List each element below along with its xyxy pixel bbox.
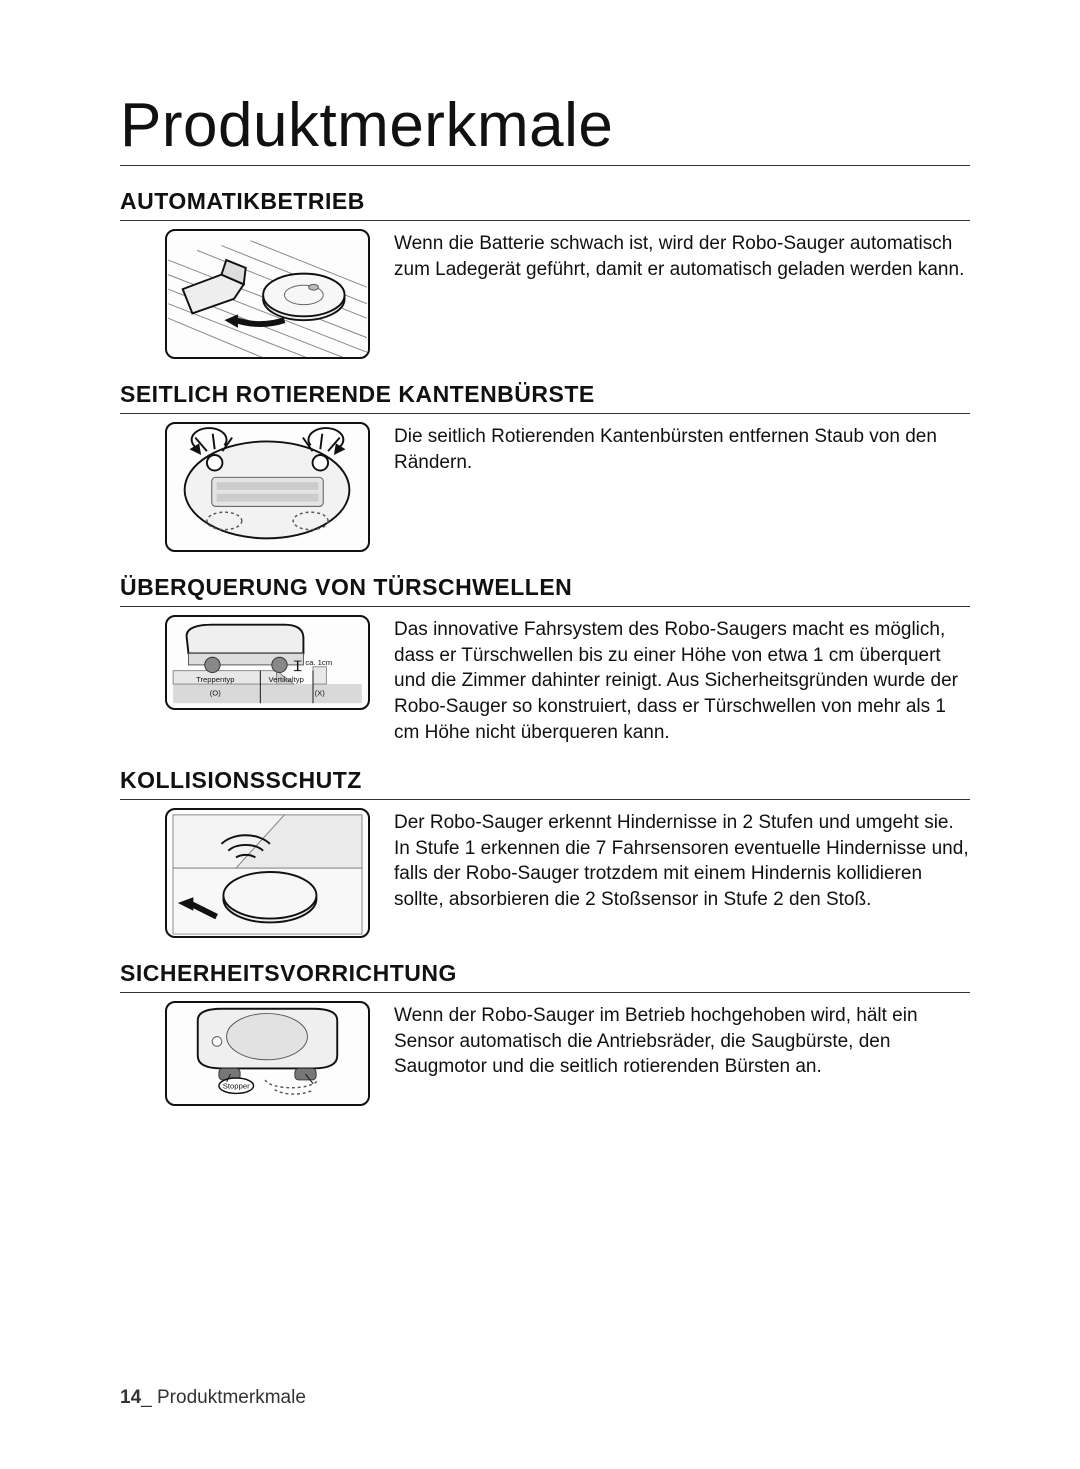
page-number: 14 xyxy=(120,1387,141,1408)
section-body-tuerschwellen: ca. 1cm Treppentyp Vertikaltyp (O) (X) D… xyxy=(120,615,970,745)
collision-avoidance-diagram xyxy=(165,808,370,938)
section-body-sicherheitsvorrichtung: Stopper Wenn der Robo-Sauger im Betrieb … xyxy=(120,1001,970,1106)
section-heading: ÜBERQUERUNG VON TÜRSCHWELLEN xyxy=(120,574,572,601)
section-body-automatikbetrieb: Wenn die Batterie schwach ist, wird der … xyxy=(120,229,970,359)
vertical-type-label: Vertikaltyp xyxy=(269,675,304,684)
section-heading: SEITLICH ROTIERENDE KANTENBÜRSTE xyxy=(120,381,595,408)
section-header-tuerschwellen: ÜBERQUERUNG VON TÜRSCHWELLEN xyxy=(120,574,970,607)
section-heading: KOLLISIONSSCHUTZ xyxy=(120,767,362,794)
footer-label: Produktmerkmale xyxy=(157,1387,306,1408)
page-title-row: Produktmerkmale xyxy=(120,90,970,166)
section-text: Wenn der Robo-Sauger im Betrieb hochgeho… xyxy=(394,1001,970,1080)
step-type-label: Treppentyp xyxy=(196,675,234,684)
section-header-kantenbuerste: SEITLICH ROTIERENDE KANTENBÜRSTE xyxy=(120,381,970,414)
threshold-height-label: ca. 1cm xyxy=(305,658,332,667)
footer-separator: _ xyxy=(141,1387,157,1408)
section-body-kollisionsschutz: Der Robo-Sauger erkennt Hindernisse in 2… xyxy=(120,808,970,938)
lift-stop-safety-diagram: Stopper xyxy=(165,1001,370,1106)
manual-page: Produktmerkmale AUTOMATIKBETRIEB xyxy=(0,0,1080,1469)
robot-goes-to-charger-diagram xyxy=(165,229,370,359)
section-header-automatikbetrieb: AUTOMATIKBETRIEB xyxy=(120,188,970,221)
section-heading: SICHERHEITSVORRICHTUNG xyxy=(120,960,457,987)
section-body-kantenbuerste: Die seitlich Rotierenden Kantenbürsten e… xyxy=(120,422,970,552)
side-rotating-brushes-diagram xyxy=(165,422,370,552)
threshold-not-ok-label: (X) xyxy=(315,689,326,698)
stopper-label: Stopper xyxy=(223,1082,250,1091)
door-threshold-diagram: ca. 1cm Treppentyp Vertikaltyp (O) (X) xyxy=(165,615,370,710)
section-text: Die seitlich Rotierenden Kantenbürsten e… xyxy=(394,422,970,475)
section-header-sicherheitsvorrichtung: SICHERHEITSVORRICHTUNG xyxy=(120,960,970,993)
page-title: Produktmerkmale xyxy=(120,90,970,161)
section-text: Wenn die Batterie schwach ist, wird der … xyxy=(394,229,970,282)
section-header-kollisionsschutz: KOLLISIONSSCHUTZ xyxy=(120,767,970,800)
section-text: Das innovative Fahrsystem des Robo-Sauge… xyxy=(394,615,970,745)
page-footer: 14_ Produktmerkmale xyxy=(120,1387,306,1409)
section-heading: AUTOMATIKBETRIEB xyxy=(120,188,365,215)
section-text: Der Robo-Sauger erkennt Hindernisse in 2… xyxy=(394,808,970,913)
threshold-ok-label: (O) xyxy=(210,689,222,698)
